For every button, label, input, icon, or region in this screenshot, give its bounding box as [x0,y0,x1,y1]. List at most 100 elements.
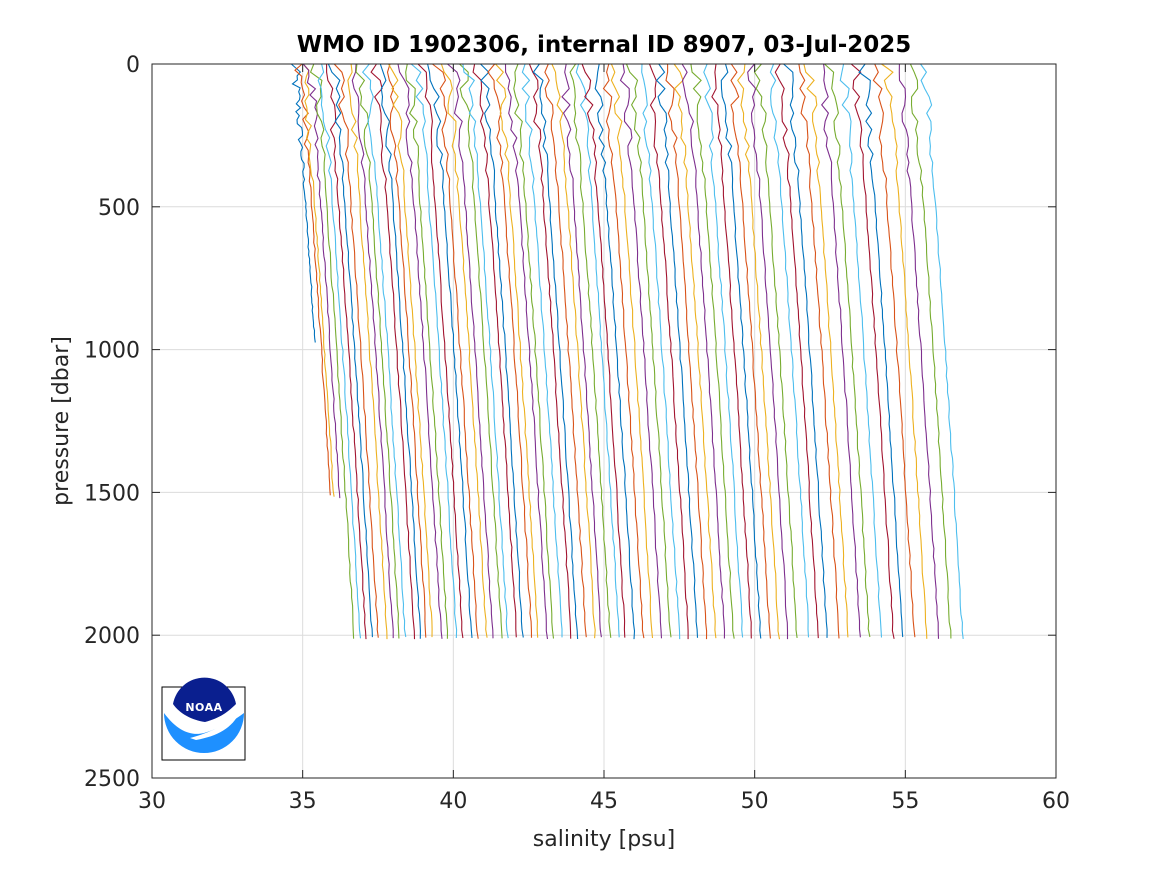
x-tick-label: 60 [1042,789,1070,814]
salinity-profile-line [521,63,563,638]
salinity-profile-line [440,63,488,638]
salinity-profile-line [730,63,771,639]
salinity-profile-line [302,63,335,497]
x-tick-label: 35 [289,789,317,814]
salinity-profile-line [447,63,494,639]
salinity-profile-line [410,63,458,639]
salinity-profile-line [850,63,895,639]
salinity-profile-line [388,63,433,638]
salinity-profile-line [648,63,689,640]
grid-lines [152,64,1056,778]
logo-bird [173,677,236,722]
y-tick-label: 2500 [84,767,140,792]
salinity-profile-line [920,63,964,639]
salinity-profile-line [417,63,464,639]
x-axis-label: salinity [psu] [533,827,675,852]
salinity-profile-line [594,63,636,640]
salinity-profile-line [909,63,952,639]
salinity-profile-line [370,63,416,640]
y-axis-label: pressure [dbar] [49,336,74,506]
salinity-profile-line [432,63,479,639]
y-tick-label: 0 [126,53,140,78]
salinity-profile-line [427,63,473,638]
salinity-profile-line [665,64,708,640]
salinity-profile-line [720,63,762,639]
salinity-profile-line [711,63,752,639]
salinity-profile-line [625,63,672,638]
salinity-profile-line [495,63,539,638]
salinity-profile-line [504,63,549,640]
salinity-profile-line [532,63,579,640]
salinity-profile-line [747,63,789,640]
salinity-profile-line [561,63,602,638]
logo-water [164,713,244,753]
salinity-profile-line [681,63,726,639]
salinity-profile-line [872,63,916,638]
salinity-profile-line [820,63,861,638]
salinity-profile-line [824,63,871,638]
salinity-profile-line [690,63,735,639]
salinity-profile-line [317,63,362,639]
salinity-profile-line [619,63,663,639]
salinity-profile-line [839,63,883,638]
salinity-profile-line [327,63,373,638]
salinity-profile-line [472,63,517,638]
salinity-profile-line [602,63,645,639]
salinity-profile-line [333,63,379,638]
logo-text: NOAA [185,701,222,714]
salinity-profile-line [641,63,681,640]
salinity-profile-line [397,63,443,639]
x-tick-label: 40 [439,789,467,814]
salinity-profile-line [290,63,316,343]
salinity-profile-line [513,63,555,639]
salinity-profile-line [798,63,840,639]
chart-title: WMO ID 1902306, internal ID 8907, 03-Jul… [297,32,912,58]
x-tick-label: 50 [741,789,769,814]
salinity-profile-line [551,63,596,639]
salinity-profile-line [898,63,940,639]
salinity-profile-line [347,63,388,640]
salinity-profile-line [655,63,699,638]
salinity-profile-line [881,63,928,639]
y-tick-label: 1000 [84,339,140,364]
salinity-profile-line [673,63,717,639]
salinity-profile-line [544,63,587,638]
x-tick-label: 30 [138,789,166,814]
logo-wave [190,712,240,740]
salinity-profile-line [302,63,341,499]
salinity-profile-line [459,63,503,639]
y-tick-label: 500 [98,196,140,221]
salinity-profile-line [326,64,367,640]
salinity-profile-line [361,63,407,638]
salinity-profile-line [783,63,828,638]
y-tick-label: 2000 [84,624,140,649]
salinity-profile-line [379,63,421,639]
x-tick-label: 55 [891,789,919,814]
y-tick-label: 1500 [84,481,140,506]
salinity-profile-line [309,63,355,639]
salinity-profile-line [351,63,394,639]
salinity-profile-line [769,63,810,638]
salinity-profile-line [753,63,798,638]
salinity-profile-line [462,63,509,639]
salinity-profile-line [528,63,572,639]
axis-ticks: 30 35 40 45 50 55 60 0 500 1000 1500 2000 2500 [84,53,1070,814]
salinity-profile-line [386,63,427,638]
x-tick-label: 45 [590,789,618,814]
salinity-profile-line [569,63,612,638]
salinity-profile-line [703,63,744,638]
salinity-profile-line [487,63,533,638]
profiles-group [290,63,964,640]
noaa-logo: NOAA [161,677,246,761]
salinity-profile-line [803,63,849,638]
salinity-profile-line [737,63,781,640]
salinity-profile-line [581,63,626,638]
salinity-profile-line [575,63,620,638]
salinity-profile-line [858,63,904,638]
salinity-profile-line [405,63,449,639]
salinity-profile-line [355,63,400,639]
salinity-profile-line [480,63,524,638]
salinity-profile-line [610,63,654,639]
salinity-profile-line [774,63,819,639]
